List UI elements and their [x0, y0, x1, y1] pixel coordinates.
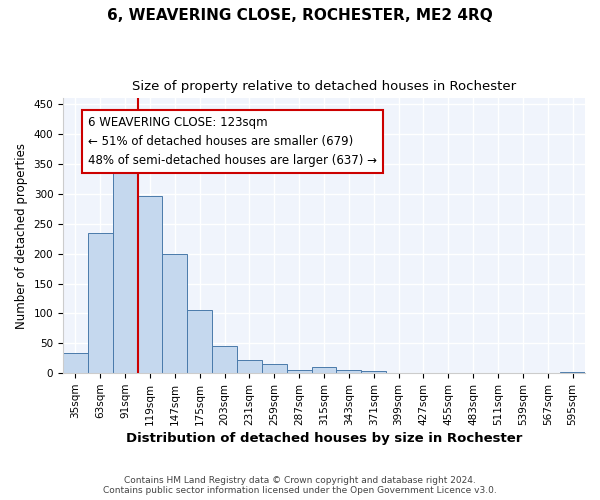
Bar: [237, 360, 262, 373]
Text: 6 WEAVERING CLOSE: 123sqm
← 51% of detached houses are smaller (679)
48% of semi: 6 WEAVERING CLOSE: 123sqm ← 51% of detac…: [88, 116, 377, 168]
Bar: [361, 372, 386, 373]
Bar: [88, 233, 113, 373]
Bar: [262, 364, 287, 373]
Bar: [560, 372, 585, 373]
Bar: [163, 254, 187, 373]
Bar: [63, 354, 88, 373]
Title: Size of property relative to detached houses in Rochester: Size of property relative to detached ho…: [132, 80, 516, 93]
Bar: [212, 346, 237, 373]
Bar: [386, 372, 411, 373]
Bar: [137, 196, 163, 373]
Text: 6, WEAVERING CLOSE, ROCHESTER, ME2 4RQ: 6, WEAVERING CLOSE, ROCHESTER, ME2 4RQ: [107, 8, 493, 22]
Text: Contains HM Land Registry data © Crown copyright and database right 2024.
Contai: Contains HM Land Registry data © Crown c…: [103, 476, 497, 495]
Bar: [436, 372, 461, 373]
Bar: [311, 367, 337, 373]
Bar: [287, 370, 311, 373]
Y-axis label: Number of detached properties: Number of detached properties: [15, 143, 28, 329]
Bar: [113, 154, 137, 373]
X-axis label: Distribution of detached houses by size in Rochester: Distribution of detached houses by size …: [126, 432, 522, 445]
Bar: [337, 370, 361, 373]
Bar: [187, 310, 212, 373]
Bar: [411, 372, 436, 373]
